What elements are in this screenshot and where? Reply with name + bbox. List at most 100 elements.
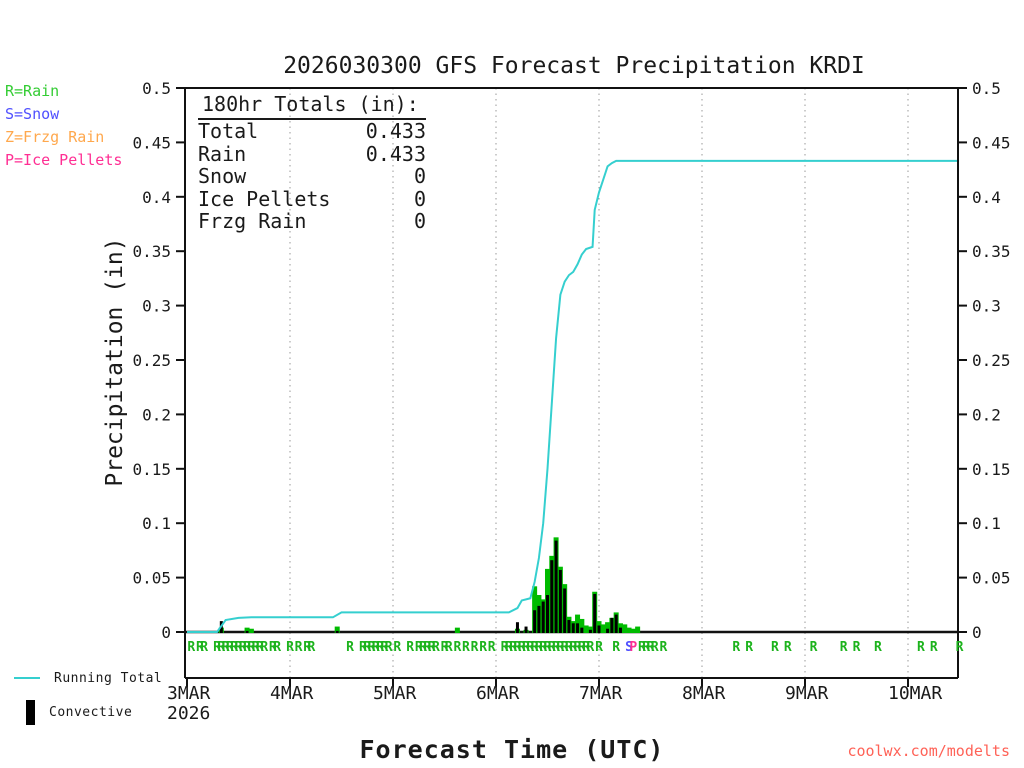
rain-marker: R — [393, 640, 401, 655]
watermark-link[interactable]: coolwx.com/modelts — [847, 742, 1010, 760]
rain-marker: R — [423, 640, 431, 655]
y-tick-label-right: 0.4 — [972, 188, 1001, 207]
y-tick-label-left: 0.35 — [132, 242, 171, 261]
rain-marker: R — [243, 640, 251, 655]
rain-marker: R — [222, 640, 230, 655]
totals-row-label: Frzg Rain — [198, 209, 307, 234]
rain-marker: R — [853, 640, 861, 655]
precip-total-bar — [630, 628, 636, 633]
rain-marker: R — [303, 640, 311, 655]
rain-marker: R — [196, 640, 204, 655]
rain-marker: R — [372, 640, 380, 655]
totals-box: 180hr Totals (in): Total 0.433 Rain 0.43… — [198, 92, 426, 233]
rain-marker: R — [509, 640, 517, 655]
totals-row-value: 0 — [413, 186, 426, 211]
year-label: 2026 — [167, 703, 210, 724]
precip-total-bar — [244, 627, 250, 633]
day-label: 4MAR — [270, 683, 314, 704]
totals-row-label: Total — [198, 119, 259, 143]
y-tick-label-left: 0.25 — [132, 351, 171, 370]
totals-row-rain: Rain 0.433 — [198, 141, 426, 166]
rain-marker: R — [428, 640, 436, 655]
chart-title: 2026030300 GFS Forecast Precipitation KR… — [283, 53, 865, 79]
day-label: 10MAR — [888, 683, 942, 704]
convective-bar — [580, 627, 584, 633]
rain-marker: R — [556, 640, 564, 655]
rain-marker: R — [548, 640, 556, 655]
rain-marker: R — [368, 640, 376, 655]
ptype-legend-snow: S=Snow — [5, 105, 60, 123]
precip-total-bar — [583, 625, 589, 633]
y-tick-label-left: 0 — [161, 623, 171, 642]
rain-marker: R — [840, 640, 848, 655]
rain-marker: R — [784, 640, 792, 655]
rain-marker: R — [930, 640, 938, 655]
rain-marker: R — [273, 640, 281, 655]
rain-marker: R — [415, 640, 423, 655]
precip-total-bar — [248, 628, 254, 633]
rain-marker: R — [651, 640, 659, 655]
totals-row-total: Total 0.433 — [198, 120, 426, 143]
totals-row-label: Rain — [198, 141, 247, 166]
rain-marker: R — [260, 640, 268, 655]
rain-marker: R — [217, 640, 225, 655]
rain-marker: R — [544, 640, 552, 655]
totals-row-frzg-rain: Frzg Rain 0 — [198, 210, 426, 233]
y-tick-label-right: 0.1 — [972, 514, 1001, 533]
rain-marker: R — [638, 640, 646, 655]
rain-marker: R — [642, 640, 650, 655]
rain-marker: R — [359, 640, 367, 655]
y-tick-label-left: 0.4 — [142, 188, 171, 207]
rain-marker: R — [479, 640, 487, 655]
rain-marker: R — [501, 640, 509, 655]
convective-bar — [335, 630, 339, 633]
rain-marker: R — [453, 640, 461, 655]
rain-marker: R — [471, 640, 479, 655]
rain-marker: R — [286, 640, 294, 655]
y-tick-label-right: 0.5 — [972, 79, 1001, 98]
rain-marker: R — [526, 640, 534, 655]
y-tick-label-left: 0.3 — [142, 297, 171, 316]
precip-total-bar — [587, 626, 593, 633]
legend-running-total-label: Running Total — [54, 670, 163, 686]
rain-marker: R — [308, 640, 316, 655]
convective-bar — [558, 569, 562, 633]
convective-bar — [588, 629, 592, 633]
totals-row-value: 0.433 — [365, 141, 426, 166]
rain-marker: R — [552, 640, 560, 655]
rain-marker: R — [561, 640, 569, 655]
convective-bar — [546, 595, 549, 633]
rain-marker: R — [522, 640, 530, 655]
precip-total-bar — [635, 626, 641, 633]
rain-marker: R — [587, 640, 595, 655]
y-tick-label-left: 0.1 — [142, 514, 171, 533]
y-tick-label-left: 0.2 — [142, 405, 171, 424]
snow-marker: S — [625, 640, 633, 655]
rain-marker: R — [462, 640, 470, 655]
rain-marker: R — [252, 640, 260, 655]
rain-marker: R — [376, 640, 384, 655]
totals-row-snow: Snow 0 — [198, 165, 426, 188]
y-tick-label-right: 0.15 — [972, 460, 1011, 479]
running-total-line — [187, 159, 958, 633]
totals-row-label: Snow — [198, 164, 247, 189]
totals-row-ice-pellets: Ice Pellets 0 — [198, 188, 426, 211]
rain-marker: R — [874, 640, 882, 655]
legend-convective: Convective — [14, 698, 132, 726]
rain-marker: R — [488, 640, 496, 655]
day-label: 5MAR — [373, 683, 417, 704]
totals-row-value: 0 — [413, 164, 426, 189]
rain-marker: R — [406, 640, 414, 655]
day-label: 8MAR — [682, 683, 726, 704]
y-tick-label-right: 0.05 — [972, 569, 1011, 588]
legend-running-total: Running Total — [14, 669, 162, 687]
convective-bar — [541, 601, 545, 633]
rain-marker: R — [230, 640, 238, 655]
convective-bar — [563, 588, 567, 633]
rain-marker: R — [419, 640, 427, 655]
y-tick-label-left: 0.45 — [132, 133, 171, 152]
legend-convective-label: Convective — [49, 704, 133, 720]
rain-marker: R — [565, 640, 573, 655]
convective-bar — [593, 593, 597, 633]
